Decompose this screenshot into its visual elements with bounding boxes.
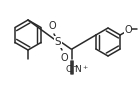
Text: O: O bbox=[60, 53, 68, 63]
Text: C$^-$: C$^-$ bbox=[65, 63, 79, 74]
Text: O: O bbox=[124, 25, 132, 35]
Text: N$^+$: N$^+$ bbox=[74, 63, 89, 75]
Text: S: S bbox=[55, 37, 61, 47]
Text: O: O bbox=[48, 21, 56, 31]
